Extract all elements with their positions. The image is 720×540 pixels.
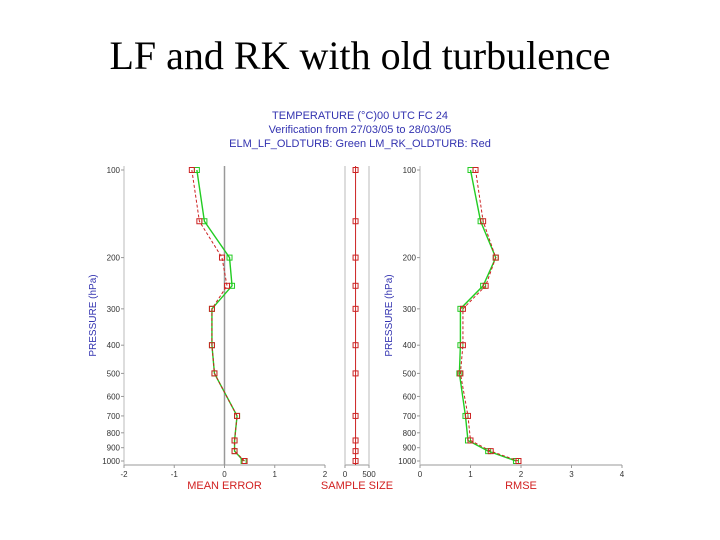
x-tick-label: -2: [120, 470, 128, 479]
data-point-marker: [224, 282, 231, 289]
chart-subtitle: Verification from 27/03/05 to 28/03/05: [268, 124, 452, 136]
data-point-marker: [226, 254, 233, 261]
data-point-marker: [482, 282, 489, 289]
data-point-marker: [352, 458, 359, 464]
y-tick-label: 200: [403, 254, 417, 263]
y-tick-label: 600: [107, 392, 121, 401]
data-point-marker: [211, 370, 218, 377]
chart-legend-line: ELM_LF_OLDTURB: Green LM_RK_OLDTURB: Red: [229, 138, 491, 150]
y-tick-label: 600: [403, 392, 417, 401]
data-point-marker: [234, 412, 241, 419]
x-tick-label: 3: [569, 470, 574, 479]
data-point-marker: [352, 167, 359, 173]
data-point-marker: [352, 282, 359, 289]
data-point-marker: [492, 254, 499, 261]
chart-title: TEMPERATURE (°C)00 UTC FC 24: [272, 110, 448, 122]
x-tick-label: 1: [273, 470, 278, 479]
x-tick-label: 1: [468, 470, 473, 479]
x-axis-label: RMSE: [505, 480, 537, 492]
data-point-marker: [459, 342, 466, 349]
y-tick-label: 100: [107, 166, 121, 175]
y-tick-label: 1000: [398, 457, 416, 466]
x-tick-label: 2: [323, 470, 328, 479]
x-tick-label: 500: [362, 470, 376, 479]
data-point-marker: [487, 448, 494, 455]
x-axis-label: MEAN ERROR: [187, 480, 262, 492]
data-point-marker: [352, 305, 359, 312]
y-tick-label: 800: [107, 429, 121, 438]
y-tick-label: 900: [403, 444, 417, 453]
data-point-marker: [231, 437, 238, 444]
x-tick-label: -1: [171, 470, 179, 479]
data-point-marker: [188, 167, 195, 173]
y-tick-label: 300: [403, 305, 417, 314]
x-tick-label: 0: [343, 470, 348, 479]
data-point-marker: [352, 412, 359, 419]
data-point-marker: [352, 448, 359, 455]
data-point-marker: [208, 305, 215, 312]
x-tick-label: 2: [519, 470, 524, 479]
data-point-marker: [472, 167, 479, 173]
data-point-marker: [352, 437, 359, 444]
y-tick-label: 400: [403, 341, 417, 350]
x-tick-label: 4: [620, 470, 625, 479]
y-tick-label: 700: [403, 412, 417, 421]
data-point-marker: [480, 218, 487, 225]
data-point-marker: [464, 412, 471, 419]
data-point-marker: [218, 254, 225, 261]
series-line-red: [459, 169, 519, 462]
y-tick-label: 800: [403, 429, 417, 438]
x-axis-label: SAMPLE SIZE: [321, 480, 393, 492]
y-axis-label: PRESSURE (hPa): [88, 274, 99, 356]
data-point-marker: [352, 218, 359, 225]
x-tick-label: 0: [222, 470, 227, 479]
data-point-marker: [459, 305, 466, 312]
y-tick-label: 1000: [102, 457, 120, 466]
y-tick-label: 200: [107, 254, 121, 263]
series-line-red: [191, 169, 245, 462]
x-tick-label: 0: [418, 470, 423, 479]
y-tick-label: 400: [107, 341, 121, 350]
y-tick-label: 100: [403, 166, 417, 175]
y-axis-label: PRESSURE (hPa): [384, 274, 395, 356]
data-point-marker: [352, 254, 359, 261]
y-tick-label: 300: [107, 305, 121, 314]
y-tick-label: 900: [107, 444, 121, 453]
data-point-marker: [196, 218, 203, 225]
data-point-marker: [208, 342, 215, 349]
y-tick-label: 500: [403, 369, 417, 378]
data-point-marker: [515, 458, 522, 464]
y-tick-label: 700: [107, 412, 121, 421]
slide-title: LF and RK with old turbulence: [109, 33, 611, 78]
y-tick-label: 500: [107, 369, 121, 378]
data-point-marker: [352, 370, 359, 377]
data-point-marker: [467, 437, 474, 444]
data-point-marker: [231, 448, 238, 455]
data-point-marker: [457, 370, 464, 377]
data-point-marker: [352, 342, 359, 349]
data-point-marker: [241, 458, 248, 464]
